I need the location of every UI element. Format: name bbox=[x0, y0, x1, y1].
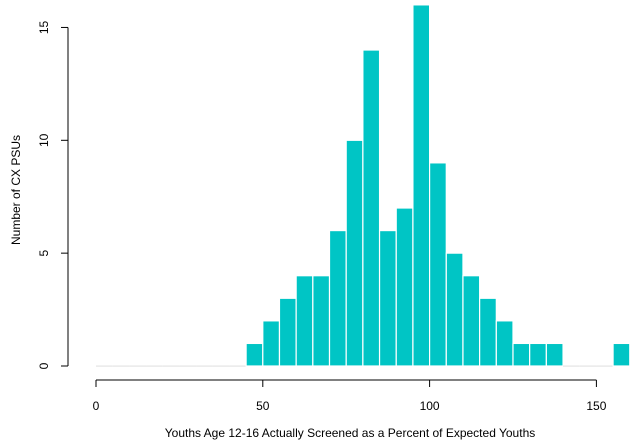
histogram-bar bbox=[429, 162, 447, 367]
histogram-bar bbox=[328, 229, 347, 367]
histogram-bar bbox=[295, 275, 314, 367]
y-tick-label: 0 bbox=[37, 362, 51, 369]
histogram-bar bbox=[146, 365, 163, 367]
x-tick-label: 100 bbox=[420, 399, 440, 413]
histogram-bar bbox=[229, 365, 247, 367]
histogram-bar bbox=[129, 365, 147, 367]
histogram-bar bbox=[612, 342, 631, 367]
histogram-bar bbox=[579, 365, 597, 367]
histogram-bar bbox=[545, 342, 564, 367]
histogram-bar bbox=[162, 365, 180, 367]
x-tick-label: 150 bbox=[586, 399, 606, 413]
y-tick-label: 5 bbox=[37, 249, 51, 256]
x-tick-label: 0 bbox=[93, 399, 100, 413]
bars-group bbox=[96, 4, 631, 367]
histogram-bar bbox=[563, 365, 580, 367]
histogram-bar bbox=[596, 365, 614, 367]
y-ticks-group: 0 5 10 15 bbox=[37, 20, 68, 369]
histogram-bar bbox=[245, 342, 264, 367]
histogram-bar bbox=[495, 320, 514, 367]
y-tick-label: 10 bbox=[37, 133, 51, 147]
histogram-bar bbox=[112, 365, 130, 367]
histogram-bar bbox=[312, 275, 331, 367]
histogram-bar bbox=[412, 4, 431, 367]
histogram-bar bbox=[362, 49, 381, 367]
histogram-bar bbox=[345, 139, 364, 367]
histogram-bar bbox=[179, 365, 197, 367]
histogram-bar bbox=[445, 252, 464, 367]
histogram-bar bbox=[96, 365, 113, 367]
histogram-bar bbox=[512, 342, 531, 367]
histogram-bar bbox=[395, 207, 414, 367]
histogram-bar bbox=[196, 365, 213, 367]
histogram-bar bbox=[479, 297, 497, 367]
histogram-bar bbox=[462, 275, 481, 367]
histogram-bar bbox=[378, 229, 397, 367]
histogram-bar bbox=[529, 342, 547, 367]
x-axis-label: Youths Age 12-16 Actually Screened as a … bbox=[165, 426, 536, 440]
histogram-bar bbox=[262, 320, 281, 367]
histogram-bar bbox=[212, 365, 230, 367]
x-ticks-group: 0 50 100 150 bbox=[93, 380, 607, 413]
x-tick-label: 50 bbox=[256, 399, 270, 413]
histogram-bar bbox=[278, 297, 297, 367]
y-tick-label: 15 bbox=[37, 20, 51, 34]
y-axis-label: Number of CX PSUs bbox=[9, 135, 23, 245]
